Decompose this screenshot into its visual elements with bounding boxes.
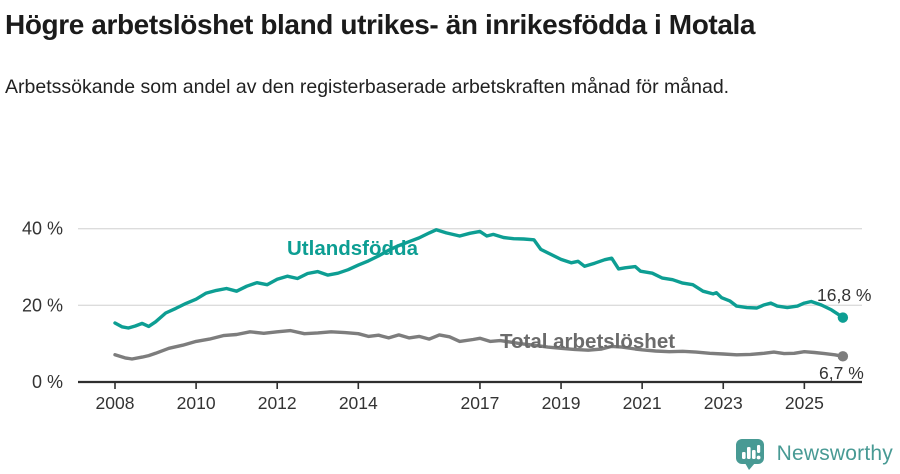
line-chart-canvas: 0 % 20 % 40 % 2008 2010 2012 2014 2017 2019 2021 2…	[22, 219, 862, 413]
series-line-utlandsf-dda	[113, 228, 845, 330]
series-end-dot	[837, 351, 849, 362]
series-end-dot	[837, 312, 849, 323]
x-tick-label: 2014	[339, 393, 378, 413]
x-tick-label: 2012	[258, 393, 297, 413]
series-label-total-arbetsloshet: Total arbetslöshet	[500, 330, 676, 353]
newsworthy-logo-icon	[735, 439, 764, 470]
end-value-label-total: 6,7 %	[819, 363, 864, 383]
series-line-total-arbetsl-shet	[113, 328, 845, 361]
y-tick-label: 40 %	[22, 219, 63, 239]
x-tick-label: 2017	[460, 393, 499, 413]
y-tick-label: 0 %	[32, 372, 63, 392]
series-label-utlandsfodda: Utlandsfödda	[287, 237, 418, 260]
x-tick-label: 2019	[542, 393, 581, 413]
brand-name: Newsworthy	[776, 442, 893, 465]
x-tick-label: 2025	[785, 393, 824, 413]
x-tick-label: 2008	[96, 393, 135, 413]
x-tick-label: 2010	[177, 393, 216, 413]
x-tick-label: 2021	[623, 393, 662, 413]
y-tick-label: 20 %	[22, 295, 63, 315]
chart-title: Högre arbetslöshet bland utrikes- än inr…	[5, 9, 756, 40]
chart-header: Högre arbetslöshet bland utrikes- än inr…	[0, 0, 900, 100]
brand-footer: Newsworthy	[734, 437, 893, 471]
chart-subtitle: Arbetssökande som andel av den registerb…	[5, 75, 730, 98]
end-value-label-utlandsfodda: 16,8 %	[817, 285, 872, 305]
plot-area: 0 % 20 % 40 % 2008 2010 2012 2014 2017 2019 2021 2…	[0, 195, 900, 435]
x-tick-label: 2023	[704, 393, 743, 413]
